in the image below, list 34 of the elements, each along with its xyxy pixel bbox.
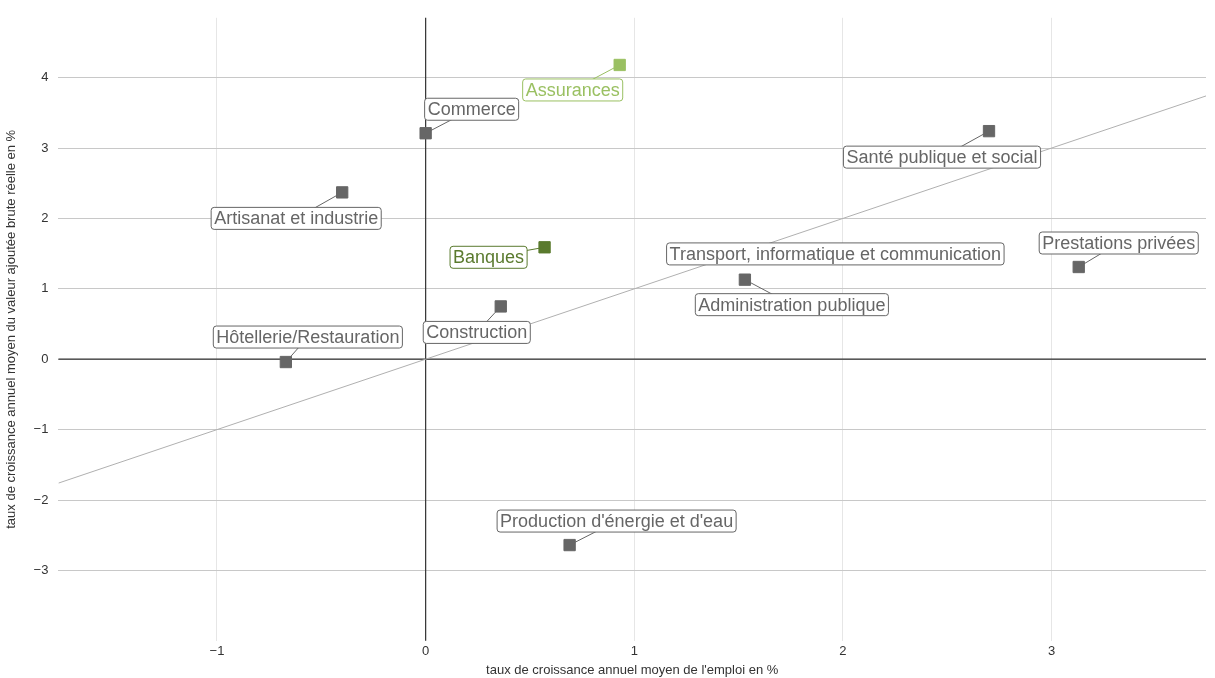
y-axis-title: taux de croissance annuel moyen du valeur ajoutée brute réelle en % (3, 129, 19, 529)
x-tick-label: 2 (839, 643, 847, 659)
series-label: Banques (453, 247, 525, 268)
x-axis-title: taux de croissance annuel moyen de l'emploi en % (486, 661, 779, 677)
x-tick-label: 1 (630, 643, 638, 659)
point (494, 300, 507, 313)
point (336, 186, 349, 199)
point (1072, 260, 1085, 274)
point (613, 58, 626, 72)
series-label: Hôtellerie/Restauration (216, 327, 400, 347)
x-tick-label: 0 (422, 643, 430, 659)
y-tick-label: 4 (41, 69, 49, 85)
text: Administration publique (698, 294, 886, 315)
series-label: Prestations privées (1042, 232, 1196, 253)
y-tick-label: 1 (41, 280, 49, 296)
y-tick-label: −2 (33, 491, 49, 507)
point (563, 538, 576, 552)
y-tick-label: 3 (41, 139, 49, 155)
text: Production d'énergie et d'eau (500, 511, 734, 532)
legend-label: Transport, informatique et communication (669, 243, 1002, 264)
series-label: Commerce (427, 99, 516, 120)
y-tick-label: 2 (41, 210, 49, 226)
point (738, 273, 752, 286)
x-tick-label: 3 (1047, 643, 1056, 659)
point (419, 127, 432, 140)
y-tick-label: −1 (33, 421, 49, 437)
y-tick-label: 0 (41, 350, 49, 366)
text: Santé publique et social (846, 147, 1038, 168)
series-label: Artisanat et industrie (214, 208, 379, 229)
y-tick-label: −3 (33, 561, 49, 577)
series-label: Construction (426, 322, 528, 343)
x-tick-label: −1 (209, 643, 225, 659)
series-label: Assurances (525, 79, 620, 100)
point (538, 241, 551, 254)
